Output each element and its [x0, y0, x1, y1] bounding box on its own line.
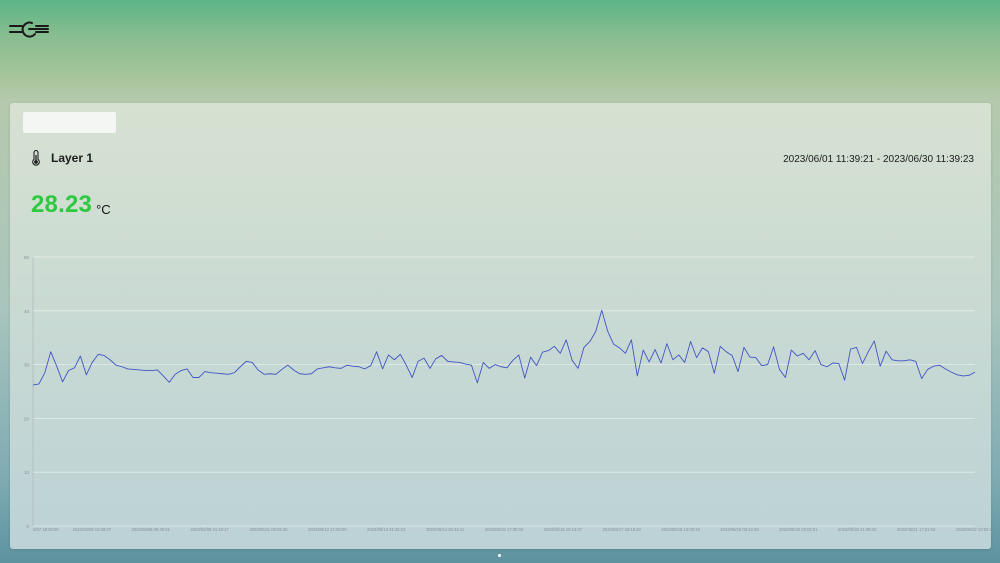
x-tick-label: 2023/06/19 08:42:28 — [720, 527, 759, 532]
sensor-card: Layer 1 2023/06/01 11:39:21 - 2023/06/30… — [10, 103, 991, 549]
date-range: 2023/06/01 11:39:21 - 2023/06/30 11:39:2… — [783, 154, 974, 165]
x-tick-label: 2023/06/18 12:08:16 — [661, 527, 700, 532]
x-tick-label: 2023/06/17 18:18:20 — [603, 527, 642, 532]
x-tick-label: 2023/06/08 15:00:07 — [73, 527, 112, 532]
y-tick-label: 40 — [24, 309, 30, 314]
logo-icon — [9, 21, 49, 38]
y-tick-label: 30 — [24, 363, 30, 368]
y-tick-label: 20 — [24, 416, 30, 421]
x-tick-label: 2023/06/21 17:01:04 — [897, 527, 936, 532]
y-tick-label: 0 — [26, 524, 29, 529]
x-tick-label: 2023/06/16 10:13:07 — [544, 527, 583, 532]
unit-label: °C — [96, 202, 111, 217]
layer-header: Layer 1 — [30, 150, 93, 166]
x-tick-label: 2023/06/12 21:00:00 — [308, 527, 347, 532]
x-tick-label: 2023/06/14 20:44:11 — [426, 527, 465, 532]
y-tick-label: 50 — [24, 255, 30, 260]
x-tick-label: 2023/06/09 21:10:17 — [190, 527, 229, 532]
current-value: 28.23 — [31, 191, 93, 218]
y-tick-label: 10 — [24, 470, 30, 475]
x-tick-label: 2023/06/13 21:32:13 — [367, 527, 406, 532]
x-tick-label: 2023/06/15 17:00:03 — [485, 527, 524, 532]
x-tick-label: 2023/06/11 00:02:26 — [249, 527, 288, 532]
thermometer-icon — [32, 150, 40, 166]
temperature-chart: 0 10 20 30 40 50 6/07 18:00:00 2023/06/08 15:00… — [24, 255, 991, 532]
x-tick-label: 6/07 18:00:00 — [33, 527, 59, 532]
series-line — [32, 309, 976, 386]
x-tick-label: 2023/06/20 03:02:01 — [779, 527, 818, 532]
tab-selector[interactable] — [23, 112, 116, 133]
x-tick-label: 2023/06/22 10:02:47 — [956, 527, 991, 532]
x-tick-label: 2023/06/20 21:08:32 — [838, 527, 877, 532]
x-tick-label: 2023/06/08 06:40:51 — [132, 527, 171, 532]
page-indicator-dot[interactable] — [498, 554, 501, 557]
current-reading: 28.23 °C — [31, 191, 111, 219]
layer-name: Layer 1 — [51, 151, 94, 165]
